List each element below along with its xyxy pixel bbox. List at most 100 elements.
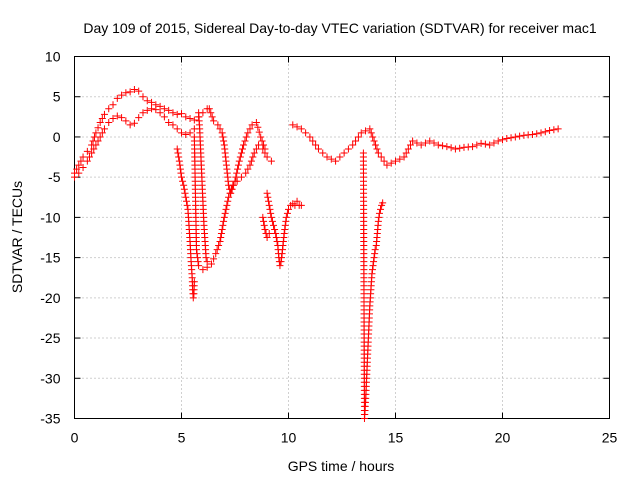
data-point <box>259 213 267 221</box>
data-point <box>260 221 268 229</box>
data-point <box>281 225 289 233</box>
series-collapse-14h <box>359 149 387 422</box>
data-point <box>282 213 290 221</box>
data-point <box>332 157 340 165</box>
data-point <box>368 270 376 278</box>
y-tick-label: -35 <box>40 411 60 427</box>
data-point <box>216 125 224 133</box>
data-point <box>208 113 216 121</box>
data-point <box>195 262 203 270</box>
data-point <box>370 137 378 145</box>
data-point <box>447 144 455 152</box>
data-point <box>205 105 213 113</box>
data-point <box>486 141 494 149</box>
data-point <box>248 121 256 129</box>
data-point <box>169 121 177 129</box>
y-tick-label: -10 <box>40 209 60 225</box>
data-point <box>176 161 184 169</box>
data-point <box>267 209 275 217</box>
data-point <box>439 142 447 150</box>
data-point <box>263 234 271 241</box>
data-point <box>210 255 218 263</box>
data-point <box>71 173 78 181</box>
data-point <box>224 197 232 205</box>
data-point <box>250 149 258 157</box>
data-point <box>94 124 102 132</box>
data-point <box>233 169 241 177</box>
data-point <box>244 165 252 173</box>
data-point <box>264 193 272 201</box>
data-point <box>266 205 274 213</box>
data-point <box>96 133 104 141</box>
y-tick-label: -25 <box>40 330 60 346</box>
x-tick-label: 15 <box>388 430 404 446</box>
data-point <box>199 266 207 274</box>
data-point <box>202 254 210 262</box>
data-point <box>260 141 268 149</box>
data-point <box>278 254 286 262</box>
data-point <box>537 129 545 137</box>
data-point <box>241 137 249 145</box>
y-tick-label: 0 <box>53 129 61 145</box>
data-point <box>271 225 279 233</box>
data-point <box>225 193 233 201</box>
data-point <box>218 225 226 233</box>
y-tick-label: 10 <box>45 49 61 65</box>
data-point <box>100 110 108 118</box>
data-point <box>550 126 558 134</box>
data-point <box>336 153 344 161</box>
data-point <box>85 153 93 161</box>
data-point <box>249 153 257 161</box>
data-point <box>219 133 227 141</box>
data-point <box>190 116 198 124</box>
data-point <box>213 246 221 254</box>
data-point <box>375 213 383 221</box>
data-point <box>92 141 100 149</box>
data-point <box>272 229 280 237</box>
data-point <box>268 217 276 225</box>
data-point <box>216 238 224 246</box>
series-middle-cluster <box>205 105 269 197</box>
data-point <box>516 132 524 140</box>
data-point <box>277 258 285 266</box>
data-point <box>122 117 130 125</box>
data-point <box>165 118 173 126</box>
series-spike-5.9h <box>195 109 211 266</box>
data-point <box>246 125 254 133</box>
data-point <box>100 125 108 133</box>
data-point <box>231 177 239 185</box>
data-point <box>312 141 320 149</box>
data-point <box>409 137 417 145</box>
data-point <box>210 117 218 125</box>
data-point <box>242 133 250 141</box>
data-point <box>130 119 138 127</box>
data-point <box>374 217 382 225</box>
data-point <box>261 225 269 233</box>
data-point <box>404 145 412 153</box>
data-point <box>98 129 106 137</box>
data-point <box>126 88 134 96</box>
data-point <box>179 177 187 185</box>
data-point <box>260 217 268 225</box>
data-point <box>349 141 357 149</box>
data-point <box>499 136 506 144</box>
data-point <box>456 144 464 152</box>
data-point <box>75 161 83 169</box>
data-point <box>426 137 434 145</box>
data-point <box>533 130 541 138</box>
data-point <box>135 114 143 122</box>
data-point <box>280 229 288 237</box>
data-point <box>252 145 260 153</box>
data-point <box>377 205 385 213</box>
data-point <box>218 129 226 137</box>
data-point <box>178 173 185 181</box>
data-point <box>180 181 188 189</box>
data-point <box>396 155 404 163</box>
data-point <box>371 250 379 258</box>
data-point <box>380 157 388 165</box>
data-point <box>176 165 184 173</box>
data-point <box>289 121 297 129</box>
data-point <box>190 278 198 286</box>
data-point <box>314 145 322 153</box>
data-point <box>293 123 301 131</box>
